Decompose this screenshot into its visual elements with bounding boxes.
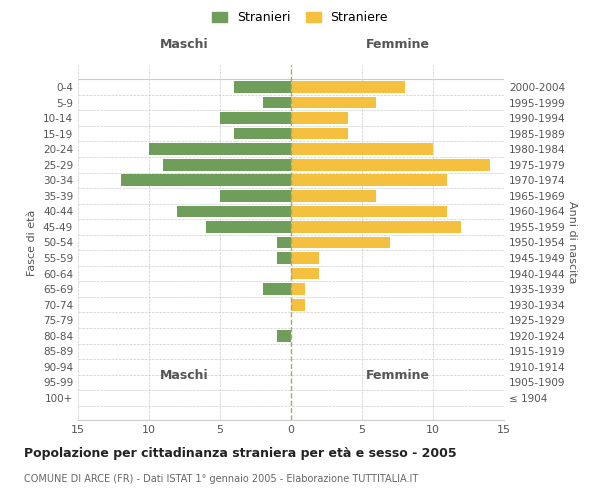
Bar [291,268,319,280]
Bar [291,112,348,124]
Bar [291,159,490,170]
Bar [206,221,291,233]
Legend: Stranieri, Straniere: Stranieri, Straniere [207,6,393,29]
Text: Femmine: Femmine [365,369,430,382]
Bar [291,252,319,264]
Bar [291,284,305,295]
Y-axis label: Fasce di età: Fasce di età [28,210,37,276]
Text: Popolazione per cittadinanza straniera per età e sesso - 2005: Popolazione per cittadinanza straniera p… [24,448,457,460]
Bar [277,330,291,342]
Bar [291,206,447,217]
Text: Femmine: Femmine [365,38,430,51]
Bar [234,81,291,93]
Bar [291,96,376,108]
Bar [291,299,305,310]
Bar [291,221,461,233]
Bar [291,190,376,202]
Y-axis label: Anni di nascita: Anni di nascita [567,201,577,284]
Bar [291,174,447,186]
Bar [220,112,291,124]
Bar [234,128,291,140]
Bar [163,159,291,170]
Bar [291,236,391,248]
Bar [291,128,348,140]
Bar [291,144,433,155]
Text: Maschi: Maschi [160,369,209,382]
Text: Maschi: Maschi [160,38,209,51]
Bar [220,190,291,202]
Bar [263,96,291,108]
Bar [178,206,291,217]
Bar [277,236,291,248]
Bar [263,284,291,295]
Bar [121,174,291,186]
Bar [291,81,404,93]
Text: COMUNE DI ARCE (FR) - Dati ISTAT 1° gennaio 2005 - Elaborazione TUTTITALIA.IT: COMUNE DI ARCE (FR) - Dati ISTAT 1° genn… [24,474,418,484]
Bar [149,144,291,155]
Bar [277,252,291,264]
